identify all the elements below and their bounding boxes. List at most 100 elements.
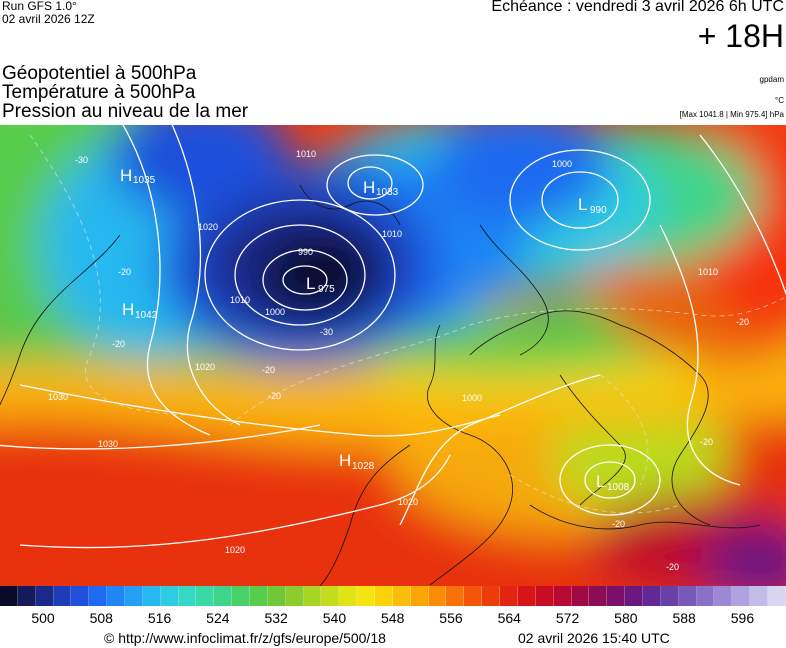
svg-text:1042: 1042: [135, 310, 158, 321]
color-scale-swatch: [53, 586, 72, 606]
layer-title-geopotential: Géopotentiel à 500hPa: [2, 63, 197, 84]
svg-text:H: H: [363, 178, 375, 197]
unit-temperature: °C: [775, 96, 784, 105]
isotherm-label: -30: [75, 155, 88, 165]
isobar-label: 1030: [98, 439, 118, 449]
color-scale-swatch: [17, 586, 36, 606]
isobars: [0, 125, 786, 549]
color-scale-tick-label: 500: [31, 610, 55, 626]
color-scale-swatch: [571, 586, 590, 606]
svg-text:L: L: [306, 274, 315, 293]
color-scale-tick-label: 572: [555, 610, 580, 626]
color-scale-swatch: [267, 586, 286, 606]
isobar-label: 1010: [382, 229, 402, 239]
color-scale-swatch: [625, 586, 643, 606]
color-scale-swatch: [714, 586, 733, 606]
color-scale-swatch: [339, 586, 358, 606]
color-scale-swatch: [0, 586, 18, 606]
color-scale-ticks: 5005085165245325405485565645725805885966…: [0, 610, 786, 628]
isobar-label: 1020: [225, 545, 245, 555]
isotherm-label: -30: [320, 327, 333, 337]
isotherm-label: -20: [736, 317, 749, 327]
isobar-label: 1020: [198, 222, 218, 232]
color-scale-swatch: [375, 586, 393, 606]
isobar-label: 1000: [552, 159, 572, 169]
svg-text:H: H: [122, 300, 134, 319]
color-scale-tick-label: 516: [147, 610, 172, 626]
color-scale-swatch: [482, 586, 501, 606]
pressure-center-h: H 1035: [120, 166, 156, 186]
pressure-center-h: H 1028: [339, 451, 375, 472]
color-scale-swatch: [607, 586, 626, 606]
color-scale-swatch: [142, 586, 161, 606]
color-scale-tick-label: 532: [264, 610, 288, 626]
unit-geopotential: gpdam: [759, 75, 784, 84]
color-scale: [0, 586, 786, 608]
color-scale-swatch: [767, 586, 786, 606]
run-model-label: Run GFS 1.0°: [2, 0, 77, 13]
svg-text:1035: 1035: [133, 175, 156, 186]
isotherm-label: -20: [268, 391, 281, 401]
svg-text:L: L: [578, 195, 587, 214]
color-scale-swatch: [750, 586, 768, 606]
svg-text:L: L: [596, 472, 605, 491]
isobar-label: 1000: [265, 307, 285, 317]
layer-title-temperature: Température à 500hPa: [2, 82, 196, 103]
isotherm-label: -20: [112, 339, 125, 349]
color-scale-tick-label: 580: [614, 610, 638, 626]
isobar-label: 990: [298, 247, 313, 257]
color-scale-tick-label: 596: [730, 610, 755, 626]
color-scale-tick-label: 548: [381, 610, 405, 626]
color-scale-swatch: [678, 586, 697, 606]
color-scale-swatch: [178, 586, 197, 606]
forecast-lead-time: + 18H: [697, 18, 784, 54]
pressure-center-h: H 1042: [122, 300, 158, 321]
isobar-label: 1020: [195, 362, 215, 372]
isotherm-label: -20: [612, 519, 625, 529]
color-scale-tick-label: 508: [89, 610, 113, 626]
color-scale-swatch: [107, 586, 126, 606]
color-scale-swatch: [250, 586, 268, 606]
pressure-center-l: L 975: [306, 274, 335, 295]
layer-title-pressure: Pression au niveau de la mer: [2, 101, 249, 122]
color-scale-swatch: [125, 586, 143, 606]
color-scale-swatch: [589, 586, 608, 606]
color-scale-tick-label: 588: [672, 610, 696, 626]
isobar-label: 1000: [462, 393, 482, 403]
color-scale-swatch: [660, 586, 679, 606]
color-scale-swatch: [392, 586, 411, 606]
isotherm-label: -20: [666, 562, 679, 572]
color-scale-swatch: [535, 586, 554, 606]
run-date-label: 02 avril 2026 12Z: [2, 12, 95, 26]
color-scale-swatch: [232, 586, 251, 606]
color-scale-swatch: [428, 586, 447, 606]
svg-text:990: 990: [590, 205, 607, 216]
color-scale-swatch: [71, 586, 90, 606]
color-scale-tick-label: 564: [497, 610, 521, 626]
color-scale-swatch: [214, 586, 233, 606]
color-scale-swatch: [196, 586, 215, 606]
coastlines: [0, 184, 761, 586]
isobar-label: 1010: [698, 267, 718, 277]
svg-text:H: H: [339, 451, 351, 470]
svg-text:1008: 1008: [607, 482, 630, 493]
pressure-center-l: L 1008: [596, 472, 630, 493]
pressure-center-l: L 990: [578, 195, 607, 216]
color-scale-swatch: [464, 586, 483, 606]
pressure-center-h: H 1033: [363, 178, 399, 198]
color-scale-swatch: [642, 586, 661, 606]
color-scale-swatch: [732, 586, 751, 606]
color-scale-swatch: [321, 586, 340, 606]
isobar-label: 1020: [398, 497, 418, 507]
color-scale-swatch: [517, 586, 536, 606]
svg-text:H: H: [120, 166, 132, 185]
color-scale-swatch: [410, 586, 429, 606]
isotherms: [29, 134, 786, 514]
color-scale-tick-label: 556: [439, 610, 463, 626]
forecast-valid-time: Echéance : vendredi 3 avril 2026 6h UTC: [491, 0, 784, 15]
color-scale-swatch: [553, 586, 572, 606]
pressure-min-max: [Max 1041.8 | Min 975.4] hPa: [679, 110, 784, 119]
color-scale-tick-label: 524: [206, 610, 230, 626]
color-scale-swatch: [446, 586, 465, 606]
color-scale-swatch: [500, 586, 518, 606]
